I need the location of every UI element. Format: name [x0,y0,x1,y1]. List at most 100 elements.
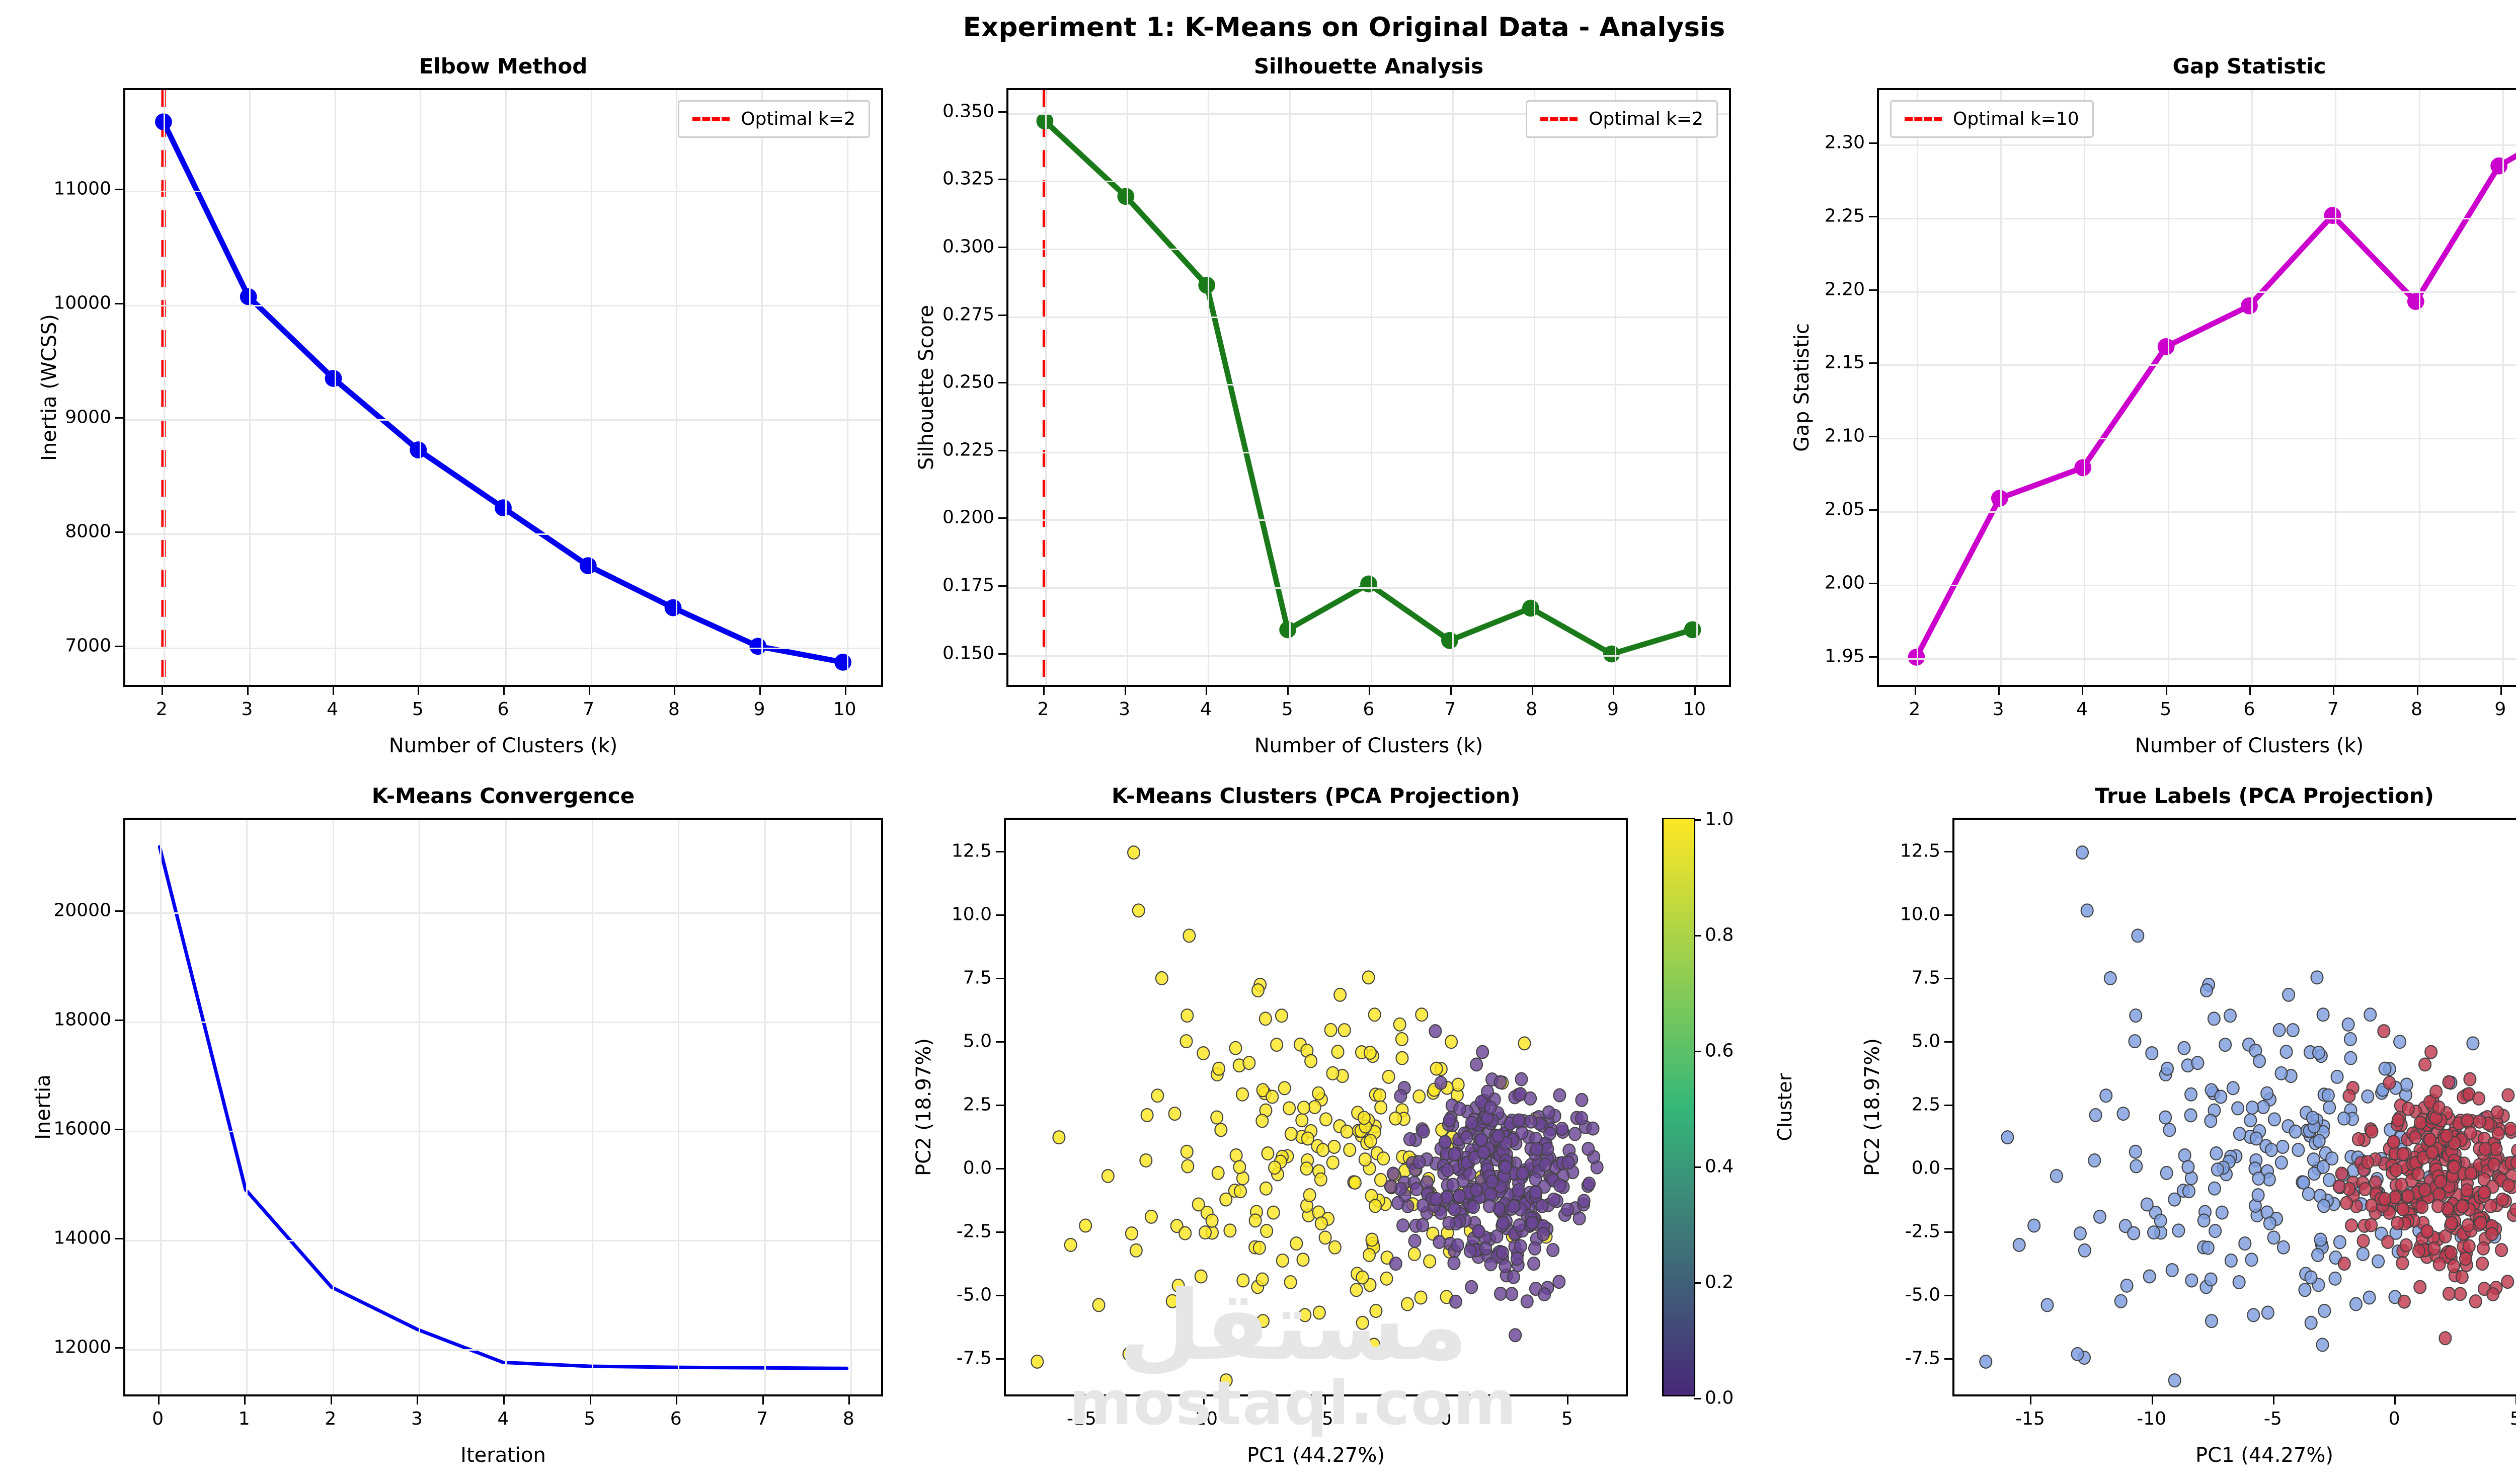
scatter-point [2490,1105,2504,1120]
scatter-point [2184,1108,2197,1123]
y-tick [1869,215,1877,217]
scatter-point [1211,1165,1225,1180]
scatter-point [2205,1314,2218,1329]
silhouette-xlabel: Number of Clusters (k) [1254,734,1483,757]
scatter-point [2418,1057,2432,1072]
panel-true-labels-pca: True Labels (PCA Projection) PC2 (18.97%… [1861,784,2516,1467]
scatter-point [1223,1223,1237,1238]
scatter-point [2461,1218,2475,1233]
x-tick-label: 4 [1200,699,1212,720]
gridline-horizontal [125,190,881,192]
silhouette-plot-svg [1036,90,1701,685]
y-tick [1944,850,1952,852]
scatter-point [2185,1273,2198,1288]
scatter-point [1210,1110,1224,1125]
gap-legend[interactable]: Optimal k=10 [1890,100,2094,138]
scatter-point [2274,1066,2288,1080]
scatter-point [1423,1254,1437,1269]
scatter-point [2399,1238,2413,1253]
scatter-point [1181,1159,1195,1174]
gridline-vertical [846,90,848,685]
elbow-legend[interactable]: Optimal k=2 [678,100,870,138]
colorbar-tick [1694,1166,1701,1168]
y-tick-label: 0.275 [942,304,994,325]
scatter-point [1275,1008,1288,1023]
scatter-point [2337,1111,2351,1126]
gridline-horizontal [1008,384,1729,386]
x-tick-label: -5 [2263,1409,2282,1429]
scatter-point [1326,1066,1340,1080]
x-tick-label: -10 [2137,1409,2167,1429]
scatter-point [1493,1075,1507,1089]
data-point [1908,649,1925,666]
data-line [1042,118,1696,657]
scatter-point [2272,1023,2286,1037]
scatter-point [2321,1088,2335,1103]
scatter-point [1499,1160,1513,1175]
colorbar-tick [1694,819,1701,821]
scatter-point [2365,1218,2378,1232]
scatter-point [1369,1304,1383,1318]
scatter-point [2210,1146,2223,1161]
data-point [2157,338,2175,355]
scatter-point [1553,1178,1567,1193]
data-point [579,557,597,575]
scatter-point [2201,1240,2215,1255]
x-tick-label: 8 [1526,699,1538,720]
scatter-point [2487,1157,2501,1172]
scatter-point [2154,1213,2167,1228]
scatter-point [2260,1086,2274,1101]
scatter-point [1496,1245,1509,1260]
y-tick [996,977,1004,979]
scatter-point [2256,1100,2270,1115]
y-tick-label: 0.0 [1911,1157,1940,1179]
gridline-horizontal [125,648,881,650]
clusters-colorbar-label: Cluster [1774,1073,1796,1141]
scatter-point [1259,1011,1272,1026]
scatter-point [1582,1177,1596,1191]
gap-ylabel: Gap Statistic [1790,323,1814,452]
y-tick [115,302,123,304]
scatter-point [2323,1100,2336,1115]
scatter-point [1181,1008,1194,1023]
y-tick [996,914,1004,916]
scatter-point [1430,1192,1443,1206]
scatter-point [2128,1034,2142,1049]
scatter-point [1199,1225,1212,1240]
x-tick-label: 9 [753,699,765,720]
scatter-point [1236,1273,1250,1288]
scatter-point [1451,1077,1465,1092]
y-tick-label: 7.5 [1911,967,1940,988]
x-tick-label: -10 [1188,1409,1218,1429]
data-point [1279,621,1297,639]
scatter-point [2474,1215,2488,1230]
y-tick [1944,1168,1952,1170]
silhouette-legend[interactable]: Optimal k=2 [1526,100,1718,138]
scatter-point [2093,1209,2106,1224]
scatter-point [1052,1130,1066,1145]
y-tick-label: 0.325 [942,168,994,189]
x-tick-label: 7 [2327,699,2339,720]
gridline-vertical [334,90,336,685]
scatter-point [1469,1183,1483,1197]
scatter-point [1553,1088,1566,1103]
clusters-title: K-Means Clusters (PCA Projection) [1112,784,1520,808]
scatter-point [1453,1102,1466,1116]
x-tick [2500,687,2502,695]
scatter-point [1092,1298,1106,1312]
silhouette-legend-label: Optimal k=2 [1589,109,1703,129]
y-tick [1944,1041,1952,1043]
scatter-point [2447,1259,2461,1273]
scatter-point [1331,1045,1345,1059]
scatter-group-cluster-a [1979,845,2501,1388]
scatter-point [2413,1115,2427,1130]
scatter-point [2286,1023,2300,1038]
scatter-point [2356,1246,2370,1261]
scatter-point [1484,1187,1498,1202]
gridline-vertical [1208,90,1210,685]
scatter-point [2511,1143,2516,1157]
scatter-point [1308,1100,1321,1115]
y-tick-label: 18000 [53,1009,111,1030]
scatter-point [2114,1294,2128,1308]
scatter-point [1396,1218,1410,1233]
